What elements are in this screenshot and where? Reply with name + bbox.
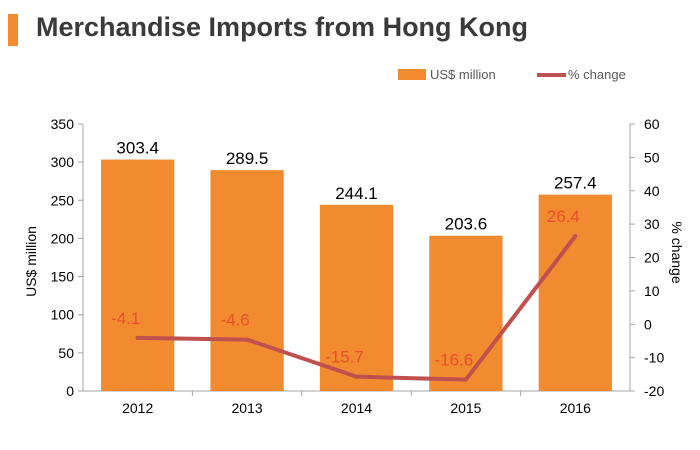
y2-tick-label: 40 (644, 183, 660, 199)
x-tick-label: 2013 (232, 400, 263, 416)
bar-data-label: 244.1 (335, 184, 378, 203)
line-data-label: -16.6 (435, 351, 474, 370)
y-tick-label: 150 (51, 269, 75, 285)
bar-data-label: 289.5 (226, 149, 269, 168)
y-axis-title: US$ million (23, 226, 39, 297)
bar (429, 235, 503, 391)
y-tick-label: 200 (51, 230, 75, 246)
bar-data-label: 303.4 (116, 139, 159, 158)
line-point (245, 337, 250, 342)
bar (538, 194, 612, 391)
y-tick-label: 50 (58, 345, 74, 361)
line-point (573, 234, 578, 239)
y-tick-label: 300 (51, 154, 75, 170)
y2-tick-label: -20 (644, 383, 664, 399)
y2-tick-label: 10 (644, 283, 660, 299)
y2-axis-title: % change (669, 221, 685, 283)
y-tick-label: 0 (66, 383, 74, 399)
line-data-label: 26.4 (547, 207, 580, 226)
x-tick-label: 2014 (341, 400, 372, 416)
y2-tick-label: 20 (644, 250, 660, 266)
y-tick-label: 100 (51, 307, 75, 323)
y2-tick-label: -10 (644, 350, 664, 366)
title-accent-bar (8, 14, 18, 46)
line-data-label: -4.1 (111, 309, 140, 328)
legend-label-line: % change (568, 67, 626, 82)
legend-bar-swatch (398, 69, 426, 80)
legend-label-bars: US$ million (430, 67, 496, 82)
y-tick-label: 250 (51, 192, 75, 208)
y2-tick-label: 0 (644, 316, 652, 332)
y2-tick-label: 30 (644, 216, 660, 232)
line-data-label: -4.6 (220, 311, 249, 330)
x-tick-label: 2012 (122, 400, 153, 416)
line-point (354, 374, 359, 379)
bar (210, 170, 284, 391)
y2-tick-label: 50 (644, 149, 660, 165)
y2-tick-label: 60 (644, 116, 660, 132)
y-tick-label: 350 (51, 116, 75, 132)
bar (101, 159, 175, 391)
line-data-label: -15.7 (325, 348, 364, 367)
line-point (463, 377, 468, 382)
line-point (135, 335, 140, 340)
x-tick-label: 2015 (450, 400, 481, 416)
bar-data-label: 257.4 (554, 174, 597, 193)
x-tick-label: 2016 (560, 400, 591, 416)
chart-title: Merchandise Imports from Hong Kong (36, 12, 529, 42)
bar (319, 204, 394, 391)
bar-data-label: 203.6 (445, 215, 488, 234)
